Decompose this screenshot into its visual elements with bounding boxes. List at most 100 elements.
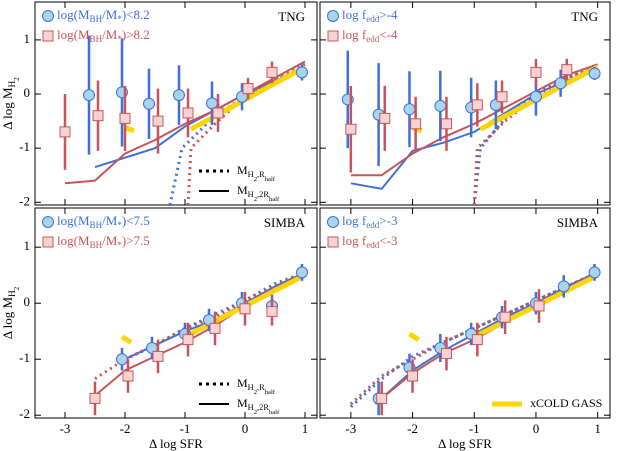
point [296, 66, 308, 79]
legend-label: log fedd>-3 [342, 213, 398, 230]
point [440, 348, 452, 360]
y-tick-label: 0 [24, 85, 31, 100]
text-part: BH [90, 240, 103, 250]
text-part: half [269, 196, 280, 203]
text-part: )<7.5 [122, 213, 150, 228]
point [376, 392, 388, 404]
legend-label: log(MBH/M*)>7.5 [57, 233, 150, 250]
text-part: /M [102, 213, 118, 228]
point [89, 392, 101, 404]
y-tick-label: -2 [19, 193, 30, 208]
text-part: * [117, 240, 122, 250]
text-part: H [7, 80, 17, 87]
x-tick-label: -2 [407, 421, 418, 436]
legend-label: log fedd<-3 [342, 233, 398, 250]
point [379, 112, 391, 124]
point [403, 103, 416, 116]
dotted-line [349, 271, 599, 408]
point [206, 97, 218, 110]
legend-label: log(MBH/M*)<8.2 [57, 7, 150, 24]
y-axis-label: Δ log MH2 [0, 77, 21, 130]
legend-label: log(MBH/M*)>8.2 [57, 27, 150, 44]
y-tick-label: -1 [19, 350, 30, 365]
text-part: M [237, 396, 248, 410]
text-part: H [248, 190, 254, 199]
legend-label: MH2,2Rhalf [237, 396, 280, 416]
point [119, 112, 131, 124]
point [496, 91, 508, 103]
panel-frame [34, 1, 318, 206]
point [209, 322, 221, 334]
text-part: BH [90, 14, 103, 24]
text-part: M [237, 376, 248, 390]
legend-label: MH2,Rhalf [237, 163, 276, 183]
point [182, 107, 194, 119]
text-part: )>7.5 [122, 233, 150, 248]
text-part: 2 [254, 196, 257, 203]
dotted-line [349, 271, 599, 406]
legend-marker [327, 30, 339, 42]
text-part: H [248, 383, 254, 392]
text-part: edd [366, 220, 380, 230]
text-part: H [248, 403, 254, 412]
dotted-line [168, 65, 306, 205]
text-part: half [265, 389, 276, 396]
point [529, 90, 542, 103]
point [554, 77, 567, 90]
y-axis-label: Δ log MH2 [0, 286, 21, 339]
dotted-line [118, 270, 306, 364]
text-part: 2 [254, 389, 257, 396]
plot-area [341, 50, 601, 205]
text-part: Δ log M [0, 296, 15, 339]
text-part: * [117, 220, 122, 230]
legend-label: MH2,2Rhalf [237, 183, 280, 203]
text-part: 2 [13, 286, 21, 290]
x-tick-label: 0 [533, 421, 540, 436]
x-tick-label: -3 [345, 421, 356, 436]
point [440, 118, 452, 130]
point [122, 370, 134, 382]
text-part: half [265, 176, 276, 183]
point [588, 266, 601, 279]
point [212, 107, 224, 119]
text-part: half [269, 409, 280, 416]
point [242, 83, 254, 95]
text-part: * [117, 34, 122, 44]
text-part: <-3 [379, 233, 397, 248]
panel-title: SIMBA [557, 215, 599, 230]
text-part: >-4 [379, 7, 398, 22]
text-part: >-3 [379, 213, 397, 228]
point [557, 280, 570, 293]
plot-area [349, 264, 601, 416]
text-part: BH [90, 34, 103, 44]
point [239, 303, 251, 315]
point [530, 66, 542, 78]
point [182, 334, 194, 346]
legend-label: log fedd<-4 [342, 27, 398, 44]
point [471, 334, 483, 346]
text-part: ,R [257, 383, 265, 392]
text-part: H [248, 170, 254, 179]
y-tick-label: 0 [24, 294, 31, 309]
x-tick-label: 1 [594, 421, 601, 436]
y-tick-label: 1 [24, 238, 31, 253]
text-part: log f [342, 7, 367, 22]
text-part: log f [342, 213, 367, 228]
point [116, 353, 128, 366]
text-part: log(M [57, 27, 90, 42]
point [410, 118, 422, 130]
plot-area [59, 35, 308, 205]
plot-area [89, 264, 308, 416]
text-part: 2 [254, 409, 257, 416]
text-part: log(M [57, 7, 90, 22]
panel-frame [319, 207, 611, 419]
x-tick-label: -3 [60, 421, 71, 436]
text-part: edd [366, 14, 380, 24]
panel-frame [34, 207, 318, 419]
text-part: 2 [13, 77, 21, 81]
point [143, 97, 155, 110]
text-part: ,2R [257, 190, 269, 199]
point [561, 64, 573, 76]
point [266, 306, 278, 318]
